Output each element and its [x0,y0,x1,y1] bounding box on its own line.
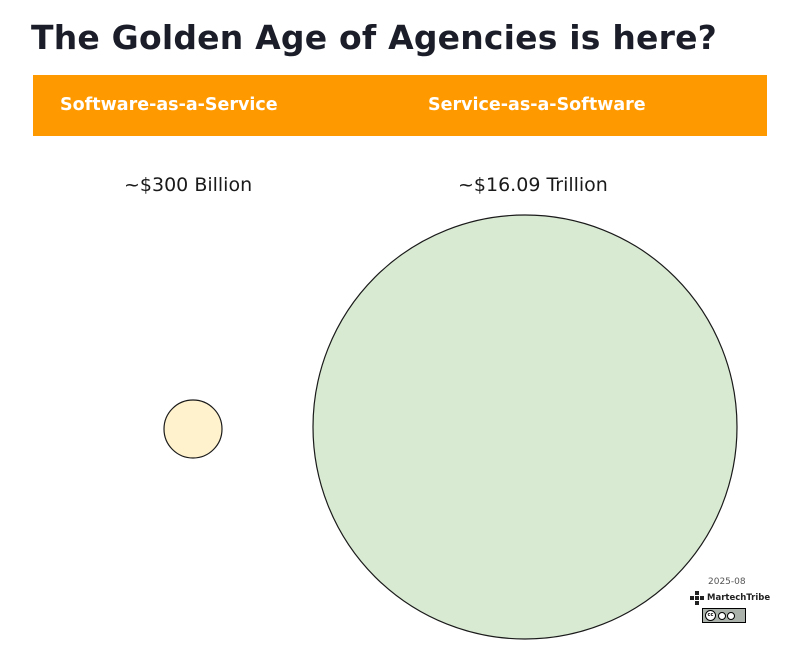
brand-name: MartechTribe [707,593,771,603]
saas-circle [163,399,223,459]
saas-value: ~$300 Billion [124,174,253,196]
brand-icon [690,591,704,605]
cc-license-badge: cc [702,608,746,623]
saas-label: Software-as-a-Service [60,95,278,115]
by-icon [718,611,726,620]
header-band [33,75,767,136]
service-as-software-label: Service-as-a-Software [428,95,646,115]
cc-icon: cc [705,610,716,621]
date-label: 2025-08 [708,577,746,587]
brand-logo: MartechTribe [690,591,770,605]
nd-icon [727,611,735,620]
page-title: The Golden Age of Agencies is here? [31,18,718,57]
service-circle [312,214,738,640]
service-value: ~$16.09 Trillion [458,174,608,196]
